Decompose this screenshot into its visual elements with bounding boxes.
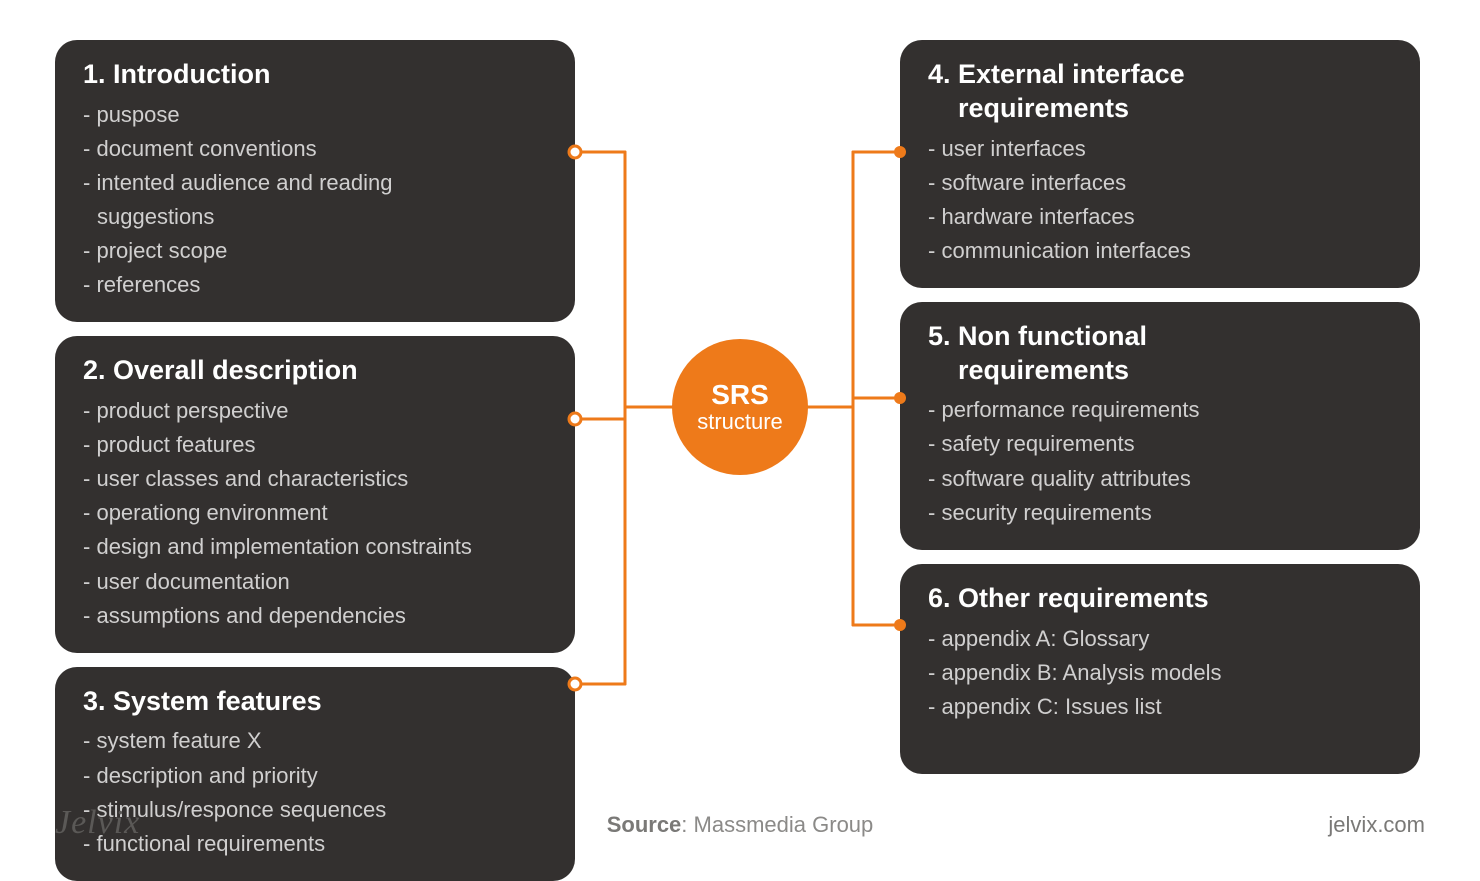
card-item: functional requirements [83,827,547,861]
card-title: 2. Overall description [83,354,547,388]
card-item: design and implementation constraints [83,530,547,564]
footer-logo: Jelvix [55,804,140,842]
card-item: intented audience and reading [83,166,547,200]
card-item: communication interfaces [928,234,1392,268]
card-item: software quality attributes [928,462,1392,496]
center-node: SRS structure [672,339,808,475]
diagram-container: SRS structure 1. Introduction pusposedocu… [0,0,1480,870]
card-item: security requirements [928,496,1392,530]
right-card-1: 5. Non functionalrequirementsperformance… [900,302,1420,550]
footer-source: Source: Massmedia Group [607,812,874,838]
card-item: operationg environment [83,496,547,530]
left-column: 1. Introduction pusposedocument conventio… [55,40,575,881]
card-title: 4. External interfacerequirements [928,58,1392,126]
card-item: project scope [83,234,547,268]
card-item-list: product perspectiveproduct featuresuser … [83,394,547,633]
card-title: 5. Non functionalrequirements [928,320,1392,388]
card-item: system feature X [83,724,547,758]
card-item-list: pusposedocument conventionsintented audi… [83,98,547,303]
card-item: references [83,268,547,302]
card-item: appendix C: Issues list [928,690,1392,724]
card-item: appendix A: Glossary [928,622,1392,656]
card-item: product perspective [83,394,547,428]
footer-source-value: Massmedia Group [694,812,874,837]
card-item-list: user interfacessoftware interfaceshardwa… [928,132,1392,268]
card-item-list: appendix A: Glossaryappendix B: Analysis… [928,622,1392,724]
card-item-list: performance requirementssafety requireme… [928,393,1392,529]
left-card-1: 2. Overall description product perspectiv… [55,336,575,652]
center-title: SRS [711,380,769,411]
footer-url: jelvix.com [1328,812,1425,838]
card-item: performance requirements [928,393,1392,427]
card-item: document conventions [83,132,547,166]
card-title: 1. Introduction [83,58,547,92]
card-item: puspose [83,98,547,132]
left-card-2: 3. System features system feature Xdescri… [55,667,575,881]
card-item-list: system feature Xdescription and priority… [83,724,547,860]
card-item: suggestions [83,200,547,234]
card-item: product features [83,428,547,462]
right-card-2: 6. Other requirements appendix A: Glossar… [900,564,1420,774]
footer-source-label: Source [607,812,682,837]
card-item: user interfaces [928,132,1392,166]
left-card-0: 1. Introduction pusposedocument conventio… [55,40,575,322]
card-title: 3. System features [83,685,547,719]
card-item: appendix B: Analysis models [928,656,1392,690]
footer-source-sep: : [681,812,693,837]
card-item: safety requirements [928,427,1392,461]
card-item: software interfaces [928,166,1392,200]
card-item: user documentation [83,565,547,599]
card-item: user classes and characteristics [83,462,547,496]
card-item: hardware interfaces [928,200,1392,234]
card-item: assumptions and dependencies [83,599,547,633]
card-title: 6. Other requirements [928,582,1392,616]
right-card-0: 4. External interfacerequirementsuser in… [900,40,1420,288]
card-item: stimulus/responce sequences [83,793,547,827]
center-subtitle: structure [697,410,783,434]
card-item: description and priority [83,759,547,793]
right-column: 4. External interfacerequirementsuser in… [900,40,1420,774]
